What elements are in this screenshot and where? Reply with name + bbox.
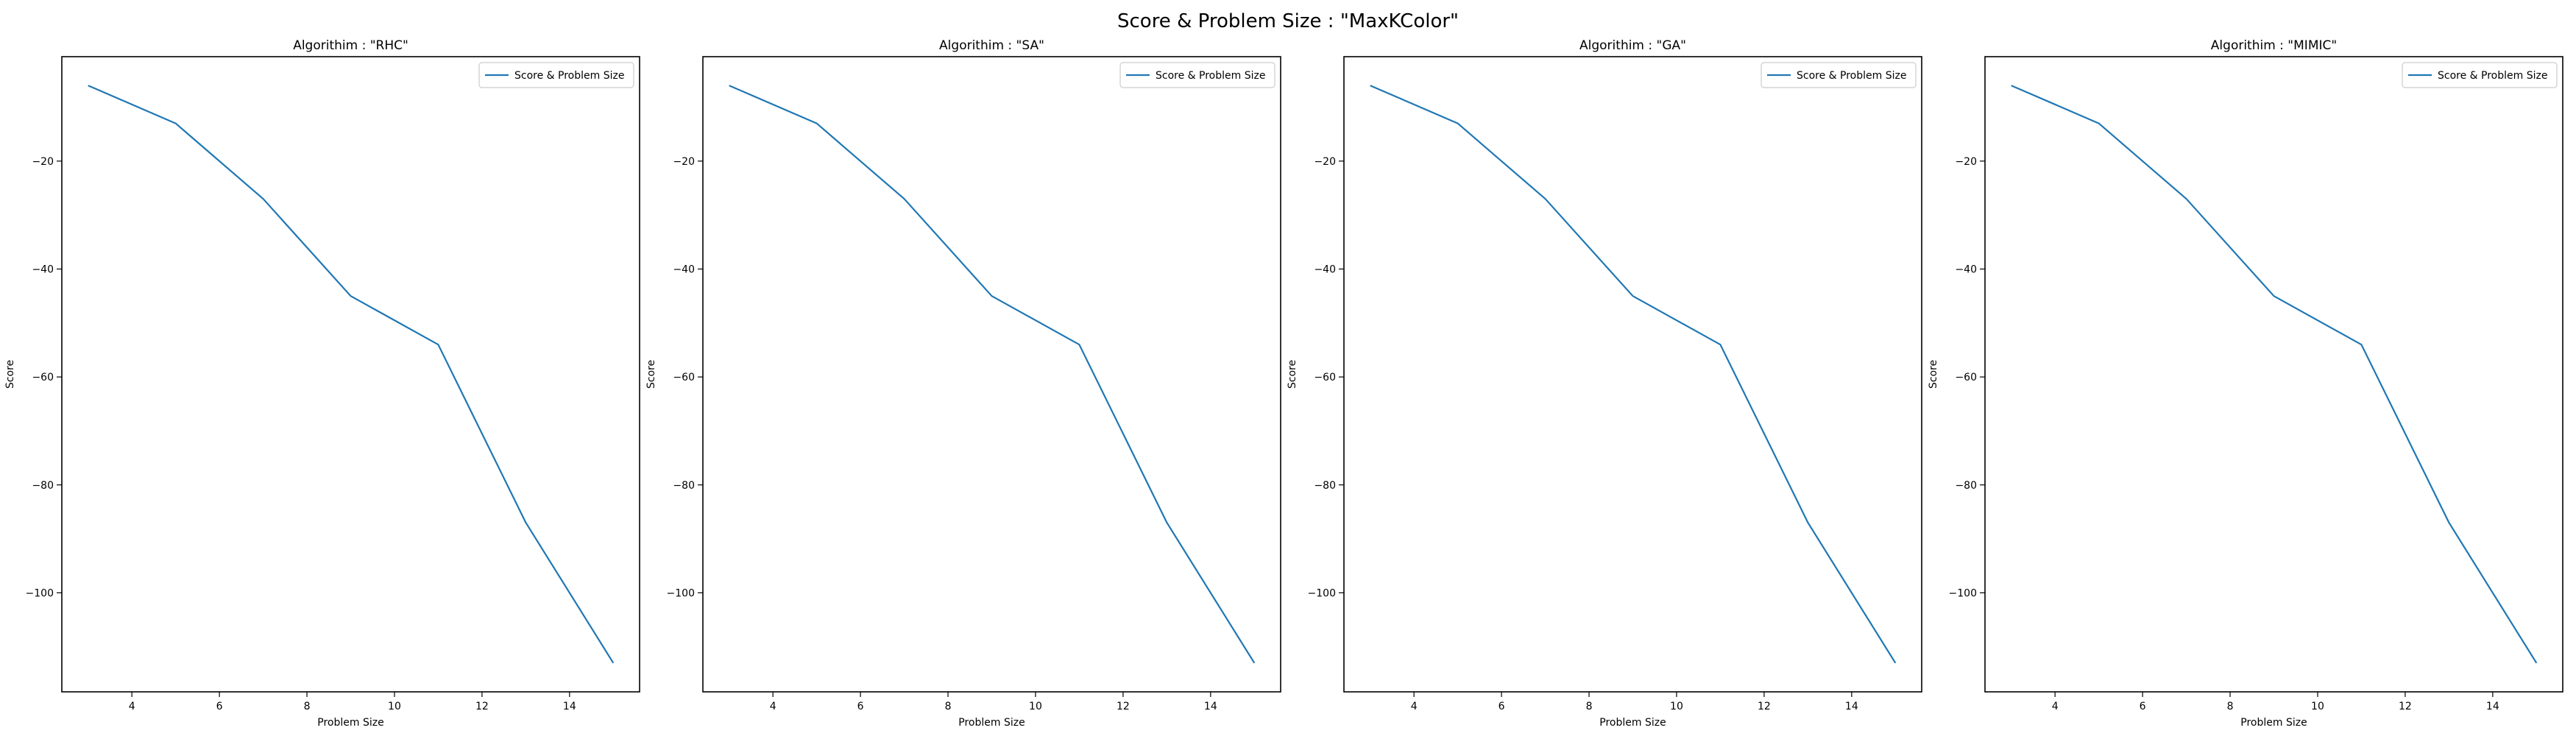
x-tick-label: 12 [1117, 701, 1130, 712]
subplot-title: Algorithim : "RHC" [293, 38, 408, 53]
series-line [729, 85, 1256, 664]
x-tick-label: 4 [1411, 701, 1418, 712]
y-tick-label: −20 [1314, 156, 1336, 168]
y-tick-label: −100 [26, 587, 54, 599]
legend-box [1119, 62, 1275, 88]
x-axis-label: Problem Size [1599, 717, 1666, 729]
x-tick-label: 6 [1498, 701, 1505, 712]
subplot-title: Algorithim : "MIMIC" [2211, 38, 2337, 53]
y-tick-label: −40 [1955, 264, 1977, 276]
y-axis-label: Score [1287, 360, 1298, 389]
x-tick-label: 4 [770, 701, 776, 712]
y-axis-label: Score [4, 360, 16, 389]
series-line [2011, 85, 2538, 664]
y-tick-label: −100 [667, 587, 695, 599]
legend: Score & Problem Size [1761, 62, 1917, 88]
y-tick-label: −100 [1949, 587, 1977, 599]
x-tick-label: 14 [563, 701, 576, 712]
y-tick-label: −20 [673, 156, 695, 168]
subplot-1: Algorithim : "RHC" 4 6 8 10 12 14 −20 −40 −60 −80 −… [4, 38, 640, 729]
x-tick-label: 10 [388, 701, 401, 712]
x-tick-label: 6 [2140, 701, 2146, 712]
y-tick-label: −40 [673, 264, 695, 276]
subplot-title: Algorithim : "GA" [1579, 38, 1686, 53]
y-tick-label: −40 [32, 264, 54, 276]
x-tick-label: 14 [1845, 701, 1858, 712]
legend-label: Score & Problem Size [1797, 70, 1906, 82]
x-axis-label: Problem Size [317, 717, 383, 729]
y-tick-label: −40 [1314, 264, 1336, 276]
x-tick-label: 14 [2486, 701, 2499, 712]
x-tick-label: 10 [2311, 701, 2324, 712]
x-tick-label: 8 [2227, 701, 2234, 712]
x-tick-label: 8 [304, 701, 311, 712]
series-line [1370, 85, 1897, 664]
x-axis-label: Problem Size [2240, 717, 2307, 729]
figure-title: Score & Problem Size : "MaxKColor" [1117, 10, 1459, 32]
y-axis-label: Score [1928, 360, 1939, 389]
legend: Score & Problem Size [1119, 62, 1275, 88]
x-axis-label: Problem Size [958, 717, 1025, 729]
y-tick-label: −60 [1955, 372, 1977, 383]
legend-box [1761, 62, 1917, 88]
y-tick-label: −60 [673, 372, 695, 383]
series-line [88, 85, 615, 664]
subplot-2: Algorithim : "SA" 4 6 8 10 12 14 −20 −40 −60 −80 −1… [645, 38, 1281, 729]
x-tick-label: 4 [129, 701, 135, 712]
axes-frame [61, 56, 640, 693]
legend-box [2402, 62, 2558, 88]
x-tick-label: 8 [1586, 701, 1593, 712]
legend: Score & Problem Size [2402, 62, 2558, 88]
y-axis-label: Score [645, 360, 657, 389]
y-tick-label: −100 [1308, 587, 1336, 599]
x-tick-label: 12 [475, 701, 489, 712]
y-tick-label: −20 [1955, 156, 1977, 168]
x-tick-label: 10 [1670, 701, 1683, 712]
y-tick-label: −60 [32, 372, 54, 383]
subplot-3: Algorithim : "GA" 4 6 8 10 12 14 −20 −40 −60 −80 −1… [1287, 38, 1922, 729]
x-tick-label: 8 [945, 701, 952, 712]
x-tick-label: 10 [1029, 701, 1042, 712]
legend-label: Score & Problem Size [1156, 70, 1265, 82]
y-tick-label: −20 [32, 156, 54, 168]
legend-box [478, 62, 634, 88]
axes-frame [1343, 56, 1922, 693]
y-tick-label: −80 [32, 480, 54, 492]
axes-frame [702, 56, 1281, 693]
y-tick-label: −80 [1955, 480, 1977, 492]
subplot-title: Algorithim : "SA" [939, 38, 1044, 53]
y-tick-label: −80 [1314, 480, 1336, 492]
x-tick-label: 6 [857, 701, 864, 712]
x-tick-label: 6 [216, 701, 223, 712]
y-tick-label: −80 [673, 480, 695, 492]
x-tick-label: 14 [1204, 701, 1217, 712]
x-tick-label: 4 [2052, 701, 2059, 712]
axes-frame [1984, 56, 2563, 693]
legend-label: Score & Problem Size [514, 70, 624, 82]
y-tick-label: −60 [1314, 372, 1336, 383]
legend: Score & Problem Size [478, 62, 634, 88]
x-tick-label: 12 [1758, 701, 1771, 712]
subplot-4: Algorithim : "MIMIC" 4 6 8 10 12 14 −20 −40 −60 −8… [1928, 38, 2563, 729]
legend-label: Score & Problem Size [2438, 70, 2547, 82]
x-tick-label: 12 [2399, 701, 2412, 712]
